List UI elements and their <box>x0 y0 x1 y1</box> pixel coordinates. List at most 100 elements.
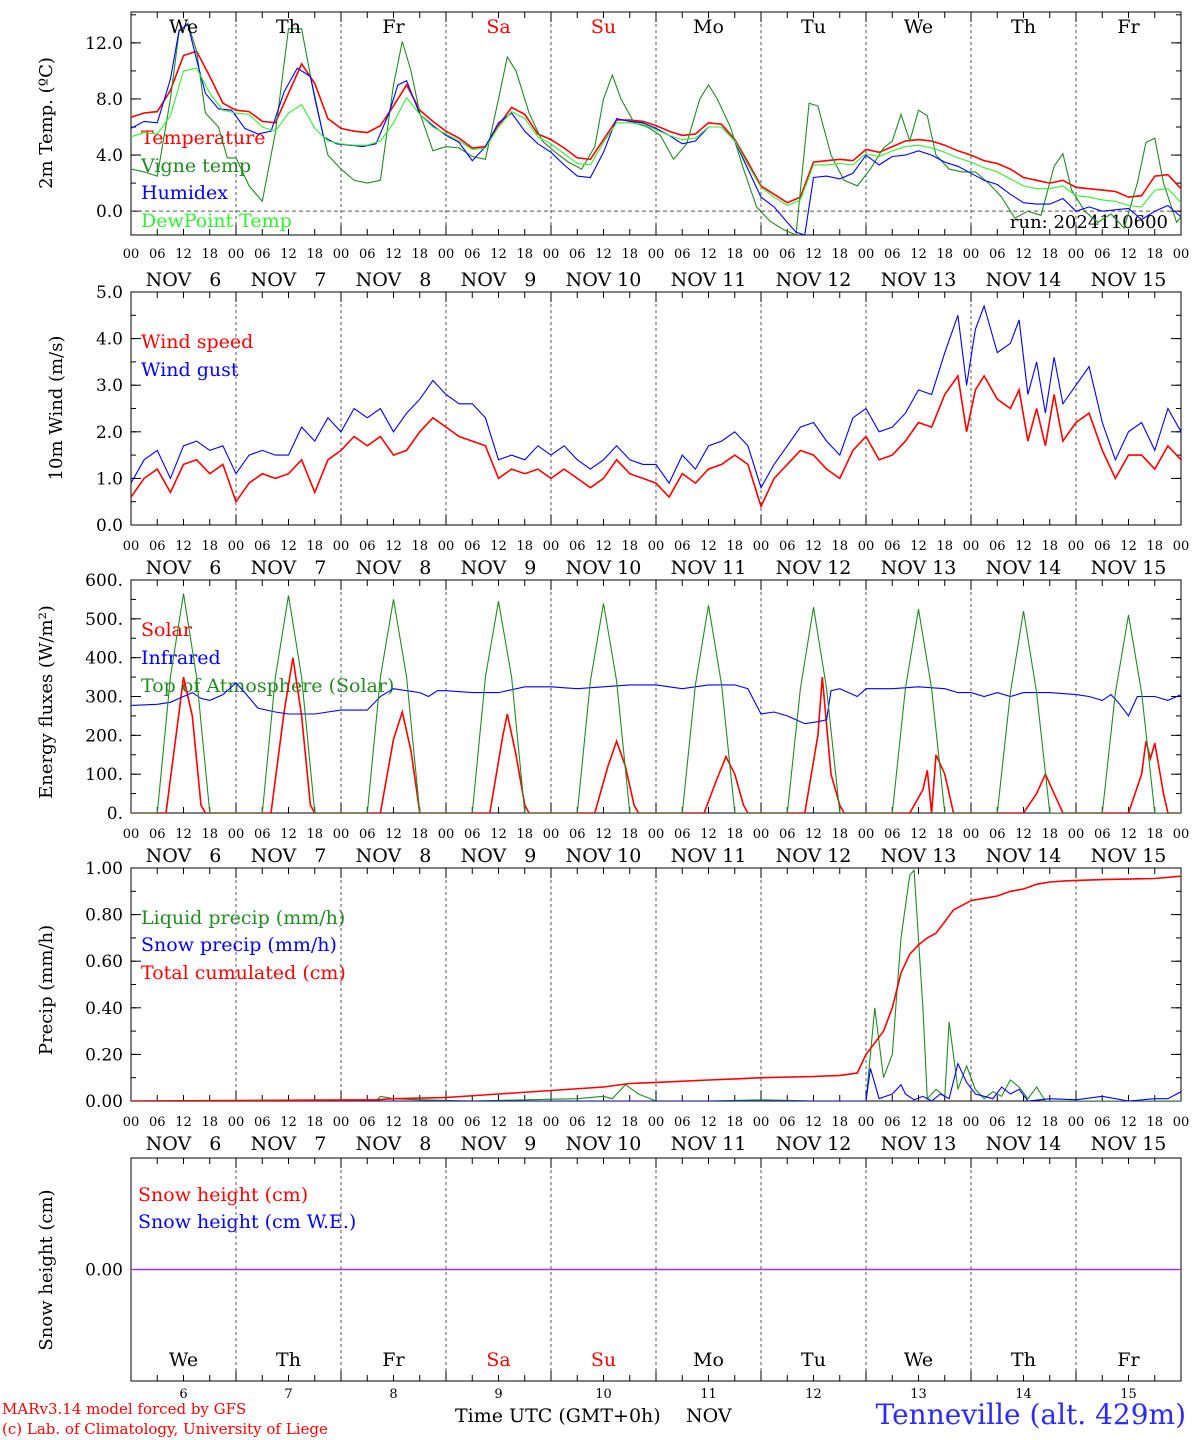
hour-tick-label: 06 <box>989 539 1006 554</box>
hour-tick-label: 00 <box>228 1115 245 1130</box>
date-label: NOV 11 <box>671 557 747 579</box>
lab-credit: (c) Lab. of Climatology, University of L… <box>2 1420 328 1438</box>
hour-tick-label: 00 <box>1068 827 1085 842</box>
day-number-label: 10 <box>595 1387 612 1402</box>
hour-tick-label: 00 <box>753 1115 770 1130</box>
hour-tick-label: 00 <box>963 539 980 554</box>
hour-tick-label: 12 <box>1120 827 1137 842</box>
hour-tick-label: 00 <box>543 539 560 554</box>
hour-tick-label: 00 <box>648 247 665 262</box>
hour-tick-label: 18 <box>1146 1115 1163 1130</box>
hour-tick-label: 06 <box>674 827 691 842</box>
hour-tick-label: 18 <box>726 247 743 262</box>
hour-tick-label: 18 <box>936 1115 953 1130</box>
hour-tick-label: 18 <box>936 539 953 554</box>
y-tick-label: 0.0 <box>96 202 123 222</box>
precip-panel: Precip (mm/h) Liquid precip (mm/h) Snow … <box>36 867 1182 1102</box>
hour-tick-label: 18 <box>726 1115 743 1130</box>
hour-tick-label: 18 <box>516 539 533 554</box>
hour-tick-label: 12 <box>595 1115 612 1130</box>
hour-tick-label: 12 <box>1015 827 1032 842</box>
weekday-label-bottom: We <box>904 1349 933 1371</box>
hour-tick-label: 12 <box>175 827 192 842</box>
date-label: NOV 12 <box>776 1133 852 1155</box>
hour-tick-label: 18 <box>306 827 323 842</box>
hour-tick-label: 12 <box>280 539 297 554</box>
y-tick-label: 0. <box>107 804 123 824</box>
hour-tick-label: 12 <box>700 1115 717 1130</box>
hour-tick-label: 12 <box>490 247 507 262</box>
hour-tick-label: 12 <box>175 247 192 262</box>
hour-tick-label: 12 <box>175 539 192 554</box>
hour-tick-label: 18 <box>516 827 533 842</box>
hour-tick-label: 06 <box>989 827 1006 842</box>
series-label-infrared: Infrared <box>141 647 221 669</box>
hour-tick-label: 18 <box>621 539 638 554</box>
hour-tick-label: 06 <box>569 1115 586 1130</box>
hour-tick-label: 06 <box>359 827 376 842</box>
hour-tick-label: 06 <box>1094 539 1111 554</box>
hour-tick-label: 06 <box>149 1115 166 1130</box>
date-label: NOV 14 <box>986 1133 1062 1155</box>
y-tick-label: 400. <box>85 649 123 669</box>
day-number-label: 13 <box>910 1387 927 1402</box>
month-label: NOV <box>686 1405 732 1427</box>
hour-tick-label: 18 <box>411 827 428 842</box>
hour-tick-label: 06 <box>779 1115 796 1130</box>
hour-tick-label: 18 <box>1041 1115 1058 1130</box>
y-tick-label: 0.00 <box>85 1261 123 1281</box>
weekday-label-bottom: Fr <box>1117 1349 1140 1371</box>
hour-tick-label: 06 <box>1094 247 1111 262</box>
hour-tick-label: 18 <box>201 827 218 842</box>
day-number-label: 12 <box>805 1387 822 1402</box>
date-label: NOV 6 <box>146 269 222 291</box>
hour-tick-label: 12 <box>1120 247 1137 262</box>
hour-tick-label: 00 <box>333 539 350 554</box>
date-label: NOV 6 <box>146 1133 222 1155</box>
hour-tick-label: 06 <box>674 1115 691 1130</box>
weekday-label-bottom: Th <box>1011 1349 1036 1371</box>
hour-tick-label: 00 <box>648 827 665 842</box>
hour-tick-label: 00 <box>1173 539 1190 554</box>
weekday-label-top: We <box>169 16 198 38</box>
hour-tick-label: 18 <box>831 539 848 554</box>
date-label: NOV 7 <box>251 845 327 867</box>
date-label: NOV 8 <box>356 557 432 579</box>
hour-tick-label: 06 <box>779 539 796 554</box>
hour-tick-label: 12 <box>910 827 927 842</box>
hour-tick-label: 12 <box>1120 539 1137 554</box>
weekday-label-bottom: Sa <box>486 1349 510 1371</box>
date-label: NOV 9 <box>461 557 537 579</box>
date-label: NOV 10 <box>566 845 642 867</box>
weekday-label-bottom: Fr <box>382 1349 405 1371</box>
series-label-snow-height: Snow height (cm) <box>138 1184 308 1206</box>
time-axis-label: Time UTC (GMT+0h) <box>455 1405 661 1427</box>
hour-tick-label: 12 <box>700 827 717 842</box>
date-label: NOV 9 <box>461 269 537 291</box>
series-label-dewpoint: DewPoint Temp <box>141 210 292 232</box>
series-label-wind-speed: Wind speed <box>141 331 253 353</box>
hour-tick-label: 18 <box>621 1115 638 1130</box>
hour-tick-label: 00 <box>963 827 980 842</box>
date-label: NOV 8 <box>356 845 432 867</box>
hour-tick-label: 06 <box>989 1115 1006 1130</box>
date-label: NOV 11 <box>671 269 747 291</box>
hour-tick-label: 12 <box>910 539 927 554</box>
hour-tick-label: 12 <box>595 539 612 554</box>
hour-tick-label: 12 <box>1120 1115 1137 1130</box>
hour-tick-label: 18 <box>1041 539 1058 554</box>
hour-tick-label: 18 <box>306 1115 323 1130</box>
date-label: NOV 13 <box>881 845 957 867</box>
weekday-label-top: Fr <box>1117 16 1140 38</box>
weekday-label-top: We <box>904 16 933 38</box>
hour-tick-label: 06 <box>884 827 901 842</box>
hour-tick-label: 12 <box>490 1115 507 1130</box>
hour-tick-label: 00 <box>438 247 455 262</box>
hour-tick-label: 18 <box>1146 247 1163 262</box>
hour-tick-label: 00 <box>1068 539 1085 554</box>
day-number-label: 9 <box>494 1387 502 1402</box>
hour-tick-label: 18 <box>936 827 953 842</box>
weekday-label-bottom: Su <box>591 1349 616 1371</box>
y-tick-label: 12.0 <box>85 34 123 54</box>
